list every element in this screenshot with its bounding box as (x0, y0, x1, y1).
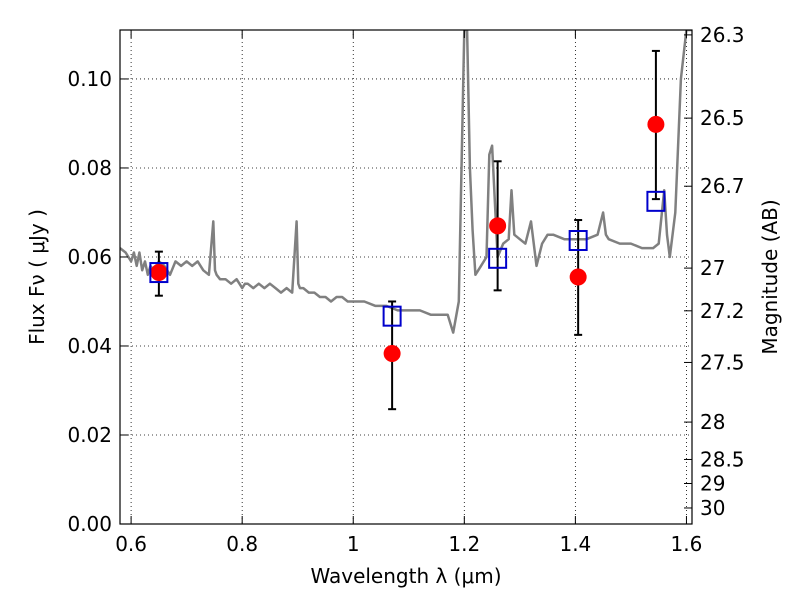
plot-frame (119, 29, 693, 525)
y-axis-label-right: Magnitude (AB) (758, 199, 782, 354)
x-tick-label: 0.8 (226, 532, 258, 556)
y-axis-label: Flux Fν ( μJy ) (25, 209, 49, 345)
y-tick-label: 0.04 (67, 334, 112, 358)
grid (120, 30, 692, 524)
y-tick-label: 0.00 (67, 512, 112, 536)
mag-tick-label: 26.3 (700, 23, 745, 47)
mag-tick-label: 28 (700, 410, 725, 434)
y-tick-label: 0.06 (67, 245, 112, 269)
spectrum-line (120, 30, 692, 334)
x-tick-label: 1.2 (448, 532, 480, 556)
mag-tick-label: 26.5 (700, 106, 745, 130)
model-square (568, 230, 588, 252)
mag-tick-label: 30 (700, 496, 725, 520)
x-tick-label: 1.4 (559, 532, 591, 556)
y-tick-label: 0.02 (67, 423, 112, 447)
y-tick-label: 0.08 (67, 156, 112, 180)
mag-tick-label: 29 (700, 472, 725, 496)
model-square (646, 190, 666, 212)
x-tick-label: 0.6 (115, 532, 147, 556)
x-tick-label: 1.6 (671, 532, 703, 556)
observed-point (150, 264, 168, 282)
axes: 0.6 0.8 1 1.2 1.4 1.6 0.00 0.02 0.04 0.06 0.08 0.10… (67, 23, 744, 556)
x-axis-label: Wavelength λ (μm) (310, 564, 501, 588)
observed-point (647, 115, 665, 133)
model-square (382, 305, 402, 327)
series-layer (120, 30, 692, 334)
mag-tick-label: 26.7 (700, 174, 745, 198)
x-tick-label: 1 (347, 532, 360, 556)
y-tick-label: 0.10 (67, 67, 112, 91)
markers (149, 115, 666, 363)
observed-point (383, 345, 401, 363)
mag-tick-label: 28.5 (700, 447, 745, 471)
model-square (149, 262, 169, 284)
mag-tick-label: 27.2 (700, 299, 745, 323)
model-square (488, 247, 508, 269)
observed-point (569, 268, 587, 286)
observed-point (489, 217, 507, 235)
mag-tick-label: 27 (700, 256, 725, 280)
mag-tick-label: 27.5 (700, 350, 745, 374)
